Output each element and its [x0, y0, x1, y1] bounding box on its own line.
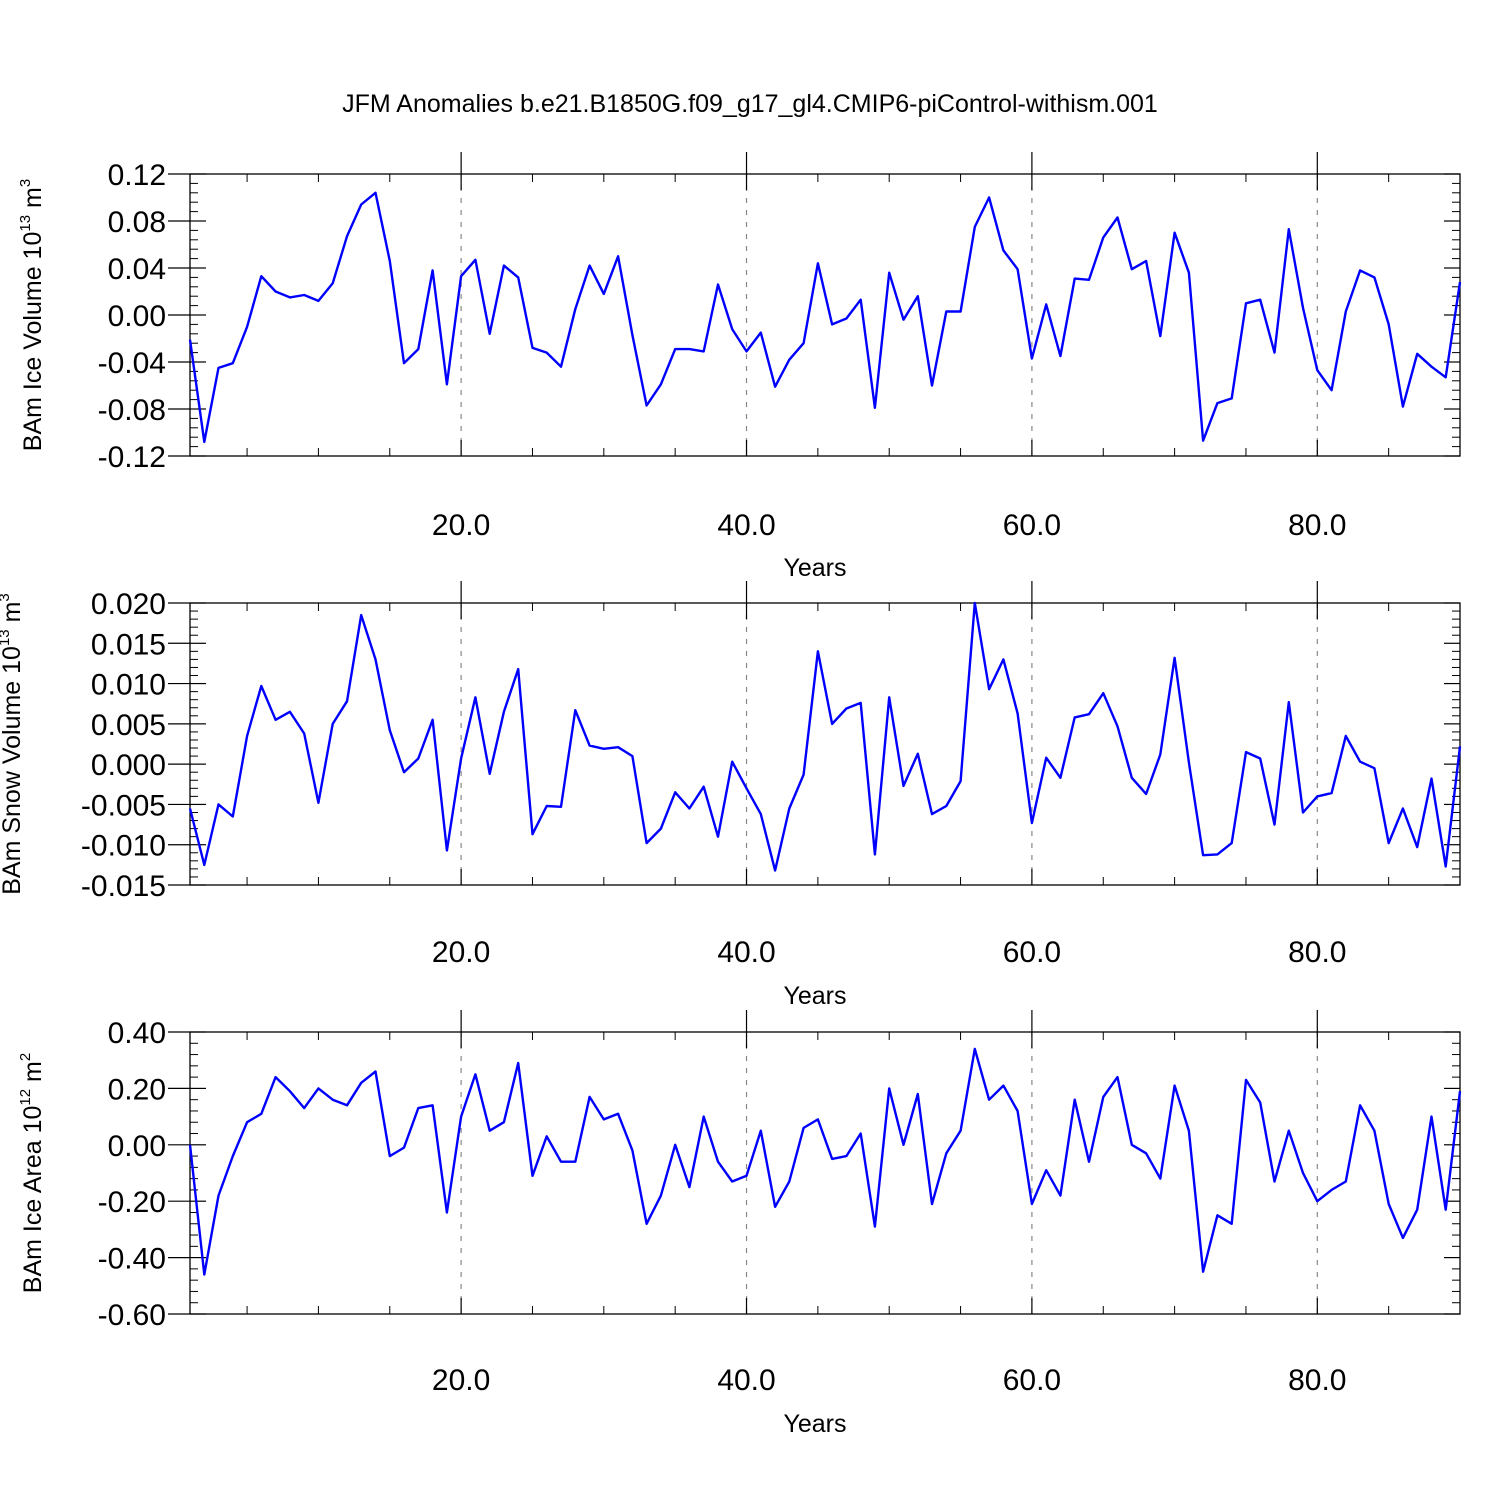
panel-3: 20.0 40.0 60.0 80.0 -0.60 -0.40 -0.20 0.00 0.20 0… [17, 1010, 1462, 1438]
y-axis-label: BAm Ice Area 1012 m2 [17, 1053, 47, 1293]
y-tick-label: 0.00 [108, 1130, 166, 1163]
y-tick-label: -0.20 [98, 1186, 166, 1219]
x-tick-label: 20.0 [432, 936, 490, 969]
x-axis-label: Years [783, 1410, 846, 1438]
y-axis-label: BAm Snow Volume 1013 m3 [0, 593, 26, 895]
y-tick-label: 0.010 [91, 669, 166, 702]
figure-title: JFM Anomalies b.e21.B1850G.f09_g17_gl4.C… [342, 90, 1158, 118]
x-tick-label: 20.0 [432, 509, 490, 542]
y-axis-label: BAm Ice Volume 1013 m3 [17, 179, 47, 451]
y-tick-label: 0.04 [108, 253, 166, 286]
x-axis-label: Years [783, 554, 846, 582]
x-tick-label: 60.0 [1003, 509, 1061, 542]
x-tick-label: 20.0 [432, 1364, 490, 1397]
y-tick-label: -0.005 [81, 789, 166, 822]
x-axis-label: Years [783, 982, 846, 1010]
x-tick-label: 80.0 [1288, 936, 1346, 969]
y-tick-label: -0.015 [81, 870, 166, 903]
y-tick-label: 0.005 [91, 709, 166, 742]
y-tick-label: 0.20 [108, 1073, 166, 1106]
x-tick-label: 80.0 [1288, 509, 1346, 542]
series-line [188, 601, 1462, 872]
plot-frame [189, 602, 1461, 886]
plot-frame [189, 173, 1461, 457]
y-tick-label: 0.000 [91, 749, 166, 782]
x-tick-label: 80.0 [1288, 1364, 1346, 1397]
y-tick-label: 0.08 [108, 206, 166, 239]
y-tick-label: 0.015 [91, 628, 166, 661]
series-line [188, 191, 1462, 444]
y-tick-label: 0.00 [108, 300, 166, 333]
y-tick-label: -0.40 [98, 1243, 166, 1276]
y-tick-label: -0.04 [98, 347, 166, 380]
x-tick-label: 40.0 [717, 509, 775, 542]
panel-1: 20.0 40.0 60.0 80.0 -0.12 -0.08 -0.04 0.00 0.04 0… [17, 152, 1462, 582]
x-tick-label: 60.0 [1003, 936, 1061, 969]
panel-2: 20.0 40.0 60.0 80.0 -0.015 -0.010 -0.005 0.000 0… [0, 581, 1462, 1010]
series-line [188, 1047, 1462, 1276]
panels: 20.0 40.0 60.0 80.0 -0.12 -0.08 -0.04 0.00 0.04 0… [0, 152, 1462, 1438]
y-tick-label: -0.12 [98, 441, 166, 474]
x-tick-label: 40.0 [717, 936, 775, 969]
x-tick-label: 40.0 [717, 1364, 775, 1397]
plot-frame [189, 1031, 1461, 1315]
x-tick-label: 60.0 [1003, 1364, 1061, 1397]
y-tick-label: -0.08 [98, 394, 166, 427]
y-tick-label: 0.020 [91, 588, 166, 621]
y-tick-label: 0.12 [108, 159, 166, 192]
y-tick-label: -0.60 [98, 1299, 166, 1332]
y-tick-label: 0.40 [108, 1017, 166, 1050]
y-tick-label: -0.010 [81, 830, 166, 863]
